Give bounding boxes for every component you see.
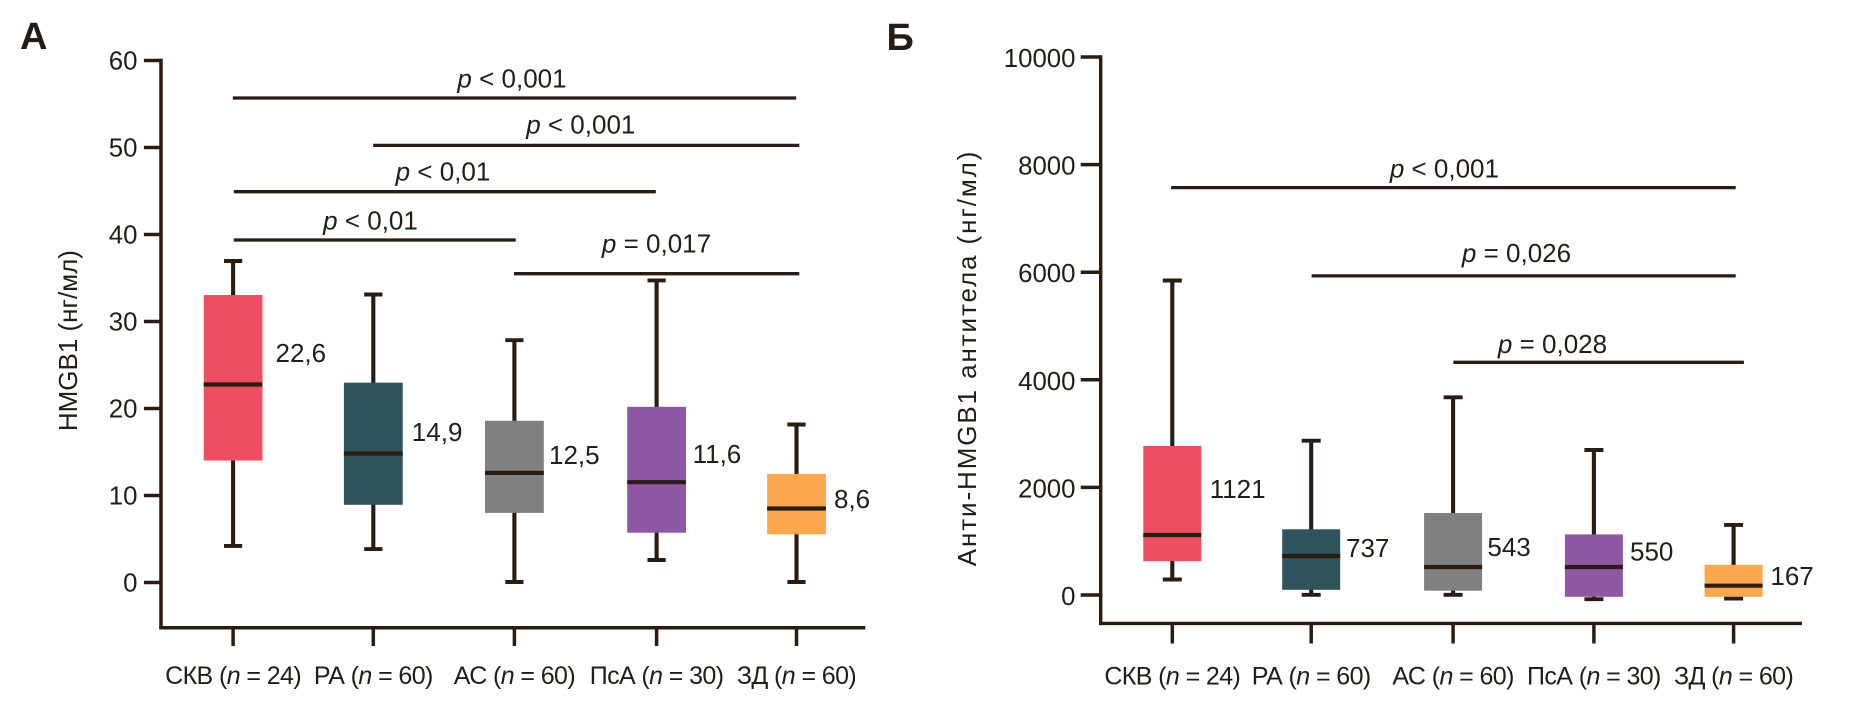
svg-text:0: 0 [1061,583,1075,611]
svg-text:550: 550 [1630,537,1673,567]
svg-text:СКВ (n = 24): СКВ (n = 24) [165,662,301,690]
svg-text:40: 40 [109,222,138,250]
svg-text:АС (n = 60): АС (n = 60) [1392,663,1513,691]
svg-text:8000: 8000 [1018,153,1075,181]
svg-text:6000: 6000 [1018,260,1075,288]
svg-text:ЗД (n = 60): ЗД (n = 60) [737,662,856,690]
svg-text:p < 0,01: p < 0,01 [395,157,491,187]
svg-text:4000: 4000 [1018,368,1075,396]
svg-text:РА (n = 60): РА (n = 60) [314,662,433,690]
svg-text:HMGB1 (нг/мл): HMGB1 (нг/мл) [53,250,83,431]
svg-text:14,9: 14,9 [412,417,463,447]
svg-text:p < 0,001: p < 0,001 [1389,154,1499,184]
svg-text:РА (n = 60): РА (n = 60) [1252,663,1371,691]
svg-text:11,6: 11,6 [693,439,742,469]
svg-text:ПсА (n = 30): ПсА (n = 30) [1527,663,1661,691]
svg-text:p < 0,001: p < 0,001 [525,110,635,140]
svg-text:60: 60 [109,48,138,76]
svg-text:10: 10 [109,483,138,511]
svg-text:2000: 2000 [1018,475,1075,503]
svg-text:АС (n = 60): АС (n = 60) [454,662,575,690]
svg-text:167: 167 [1770,561,1813,591]
svg-text:ЗД (n = 60): ЗД (n = 60) [1674,663,1793,691]
svg-text:10000: 10000 [1004,45,1076,73]
svg-text:p < 0,01: p < 0,01 [322,206,418,236]
svg-text:8,6: 8,6 [834,484,870,514]
svg-text:0: 0 [123,570,137,598]
svg-text:СКВ (n = 24): СКВ (n = 24) [1104,663,1240,691]
svg-text:ПсА (n = 30): ПсА (n = 30) [590,662,724,690]
svg-text:Б: Б [887,17,914,59]
svg-text:30: 30 [109,309,138,337]
svg-text:737: 737 [1346,533,1389,563]
svg-text:1121: 1121 [1210,474,1266,504]
svg-text:20: 20 [109,396,138,424]
svg-text:p = 0,028: p = 0,028 [1497,329,1607,359]
svg-text:12,5: 12,5 [549,440,600,470]
svg-text:Анти-HMGB1 антитела (нг/мл): Анти-HMGB1 антитела (нг/мл) [952,150,982,567]
svg-text:50: 50 [109,135,138,163]
svg-text:543: 543 [1487,532,1530,562]
svg-text:А: А [20,16,47,58]
svg-text:p = 0,017: p = 0,017 [601,229,711,259]
svg-text:p < 0,001: p < 0,001 [456,64,566,94]
svg-text:p = 0,026: p = 0,026 [1461,238,1571,268]
svg-text:22,6: 22,6 [276,338,327,368]
